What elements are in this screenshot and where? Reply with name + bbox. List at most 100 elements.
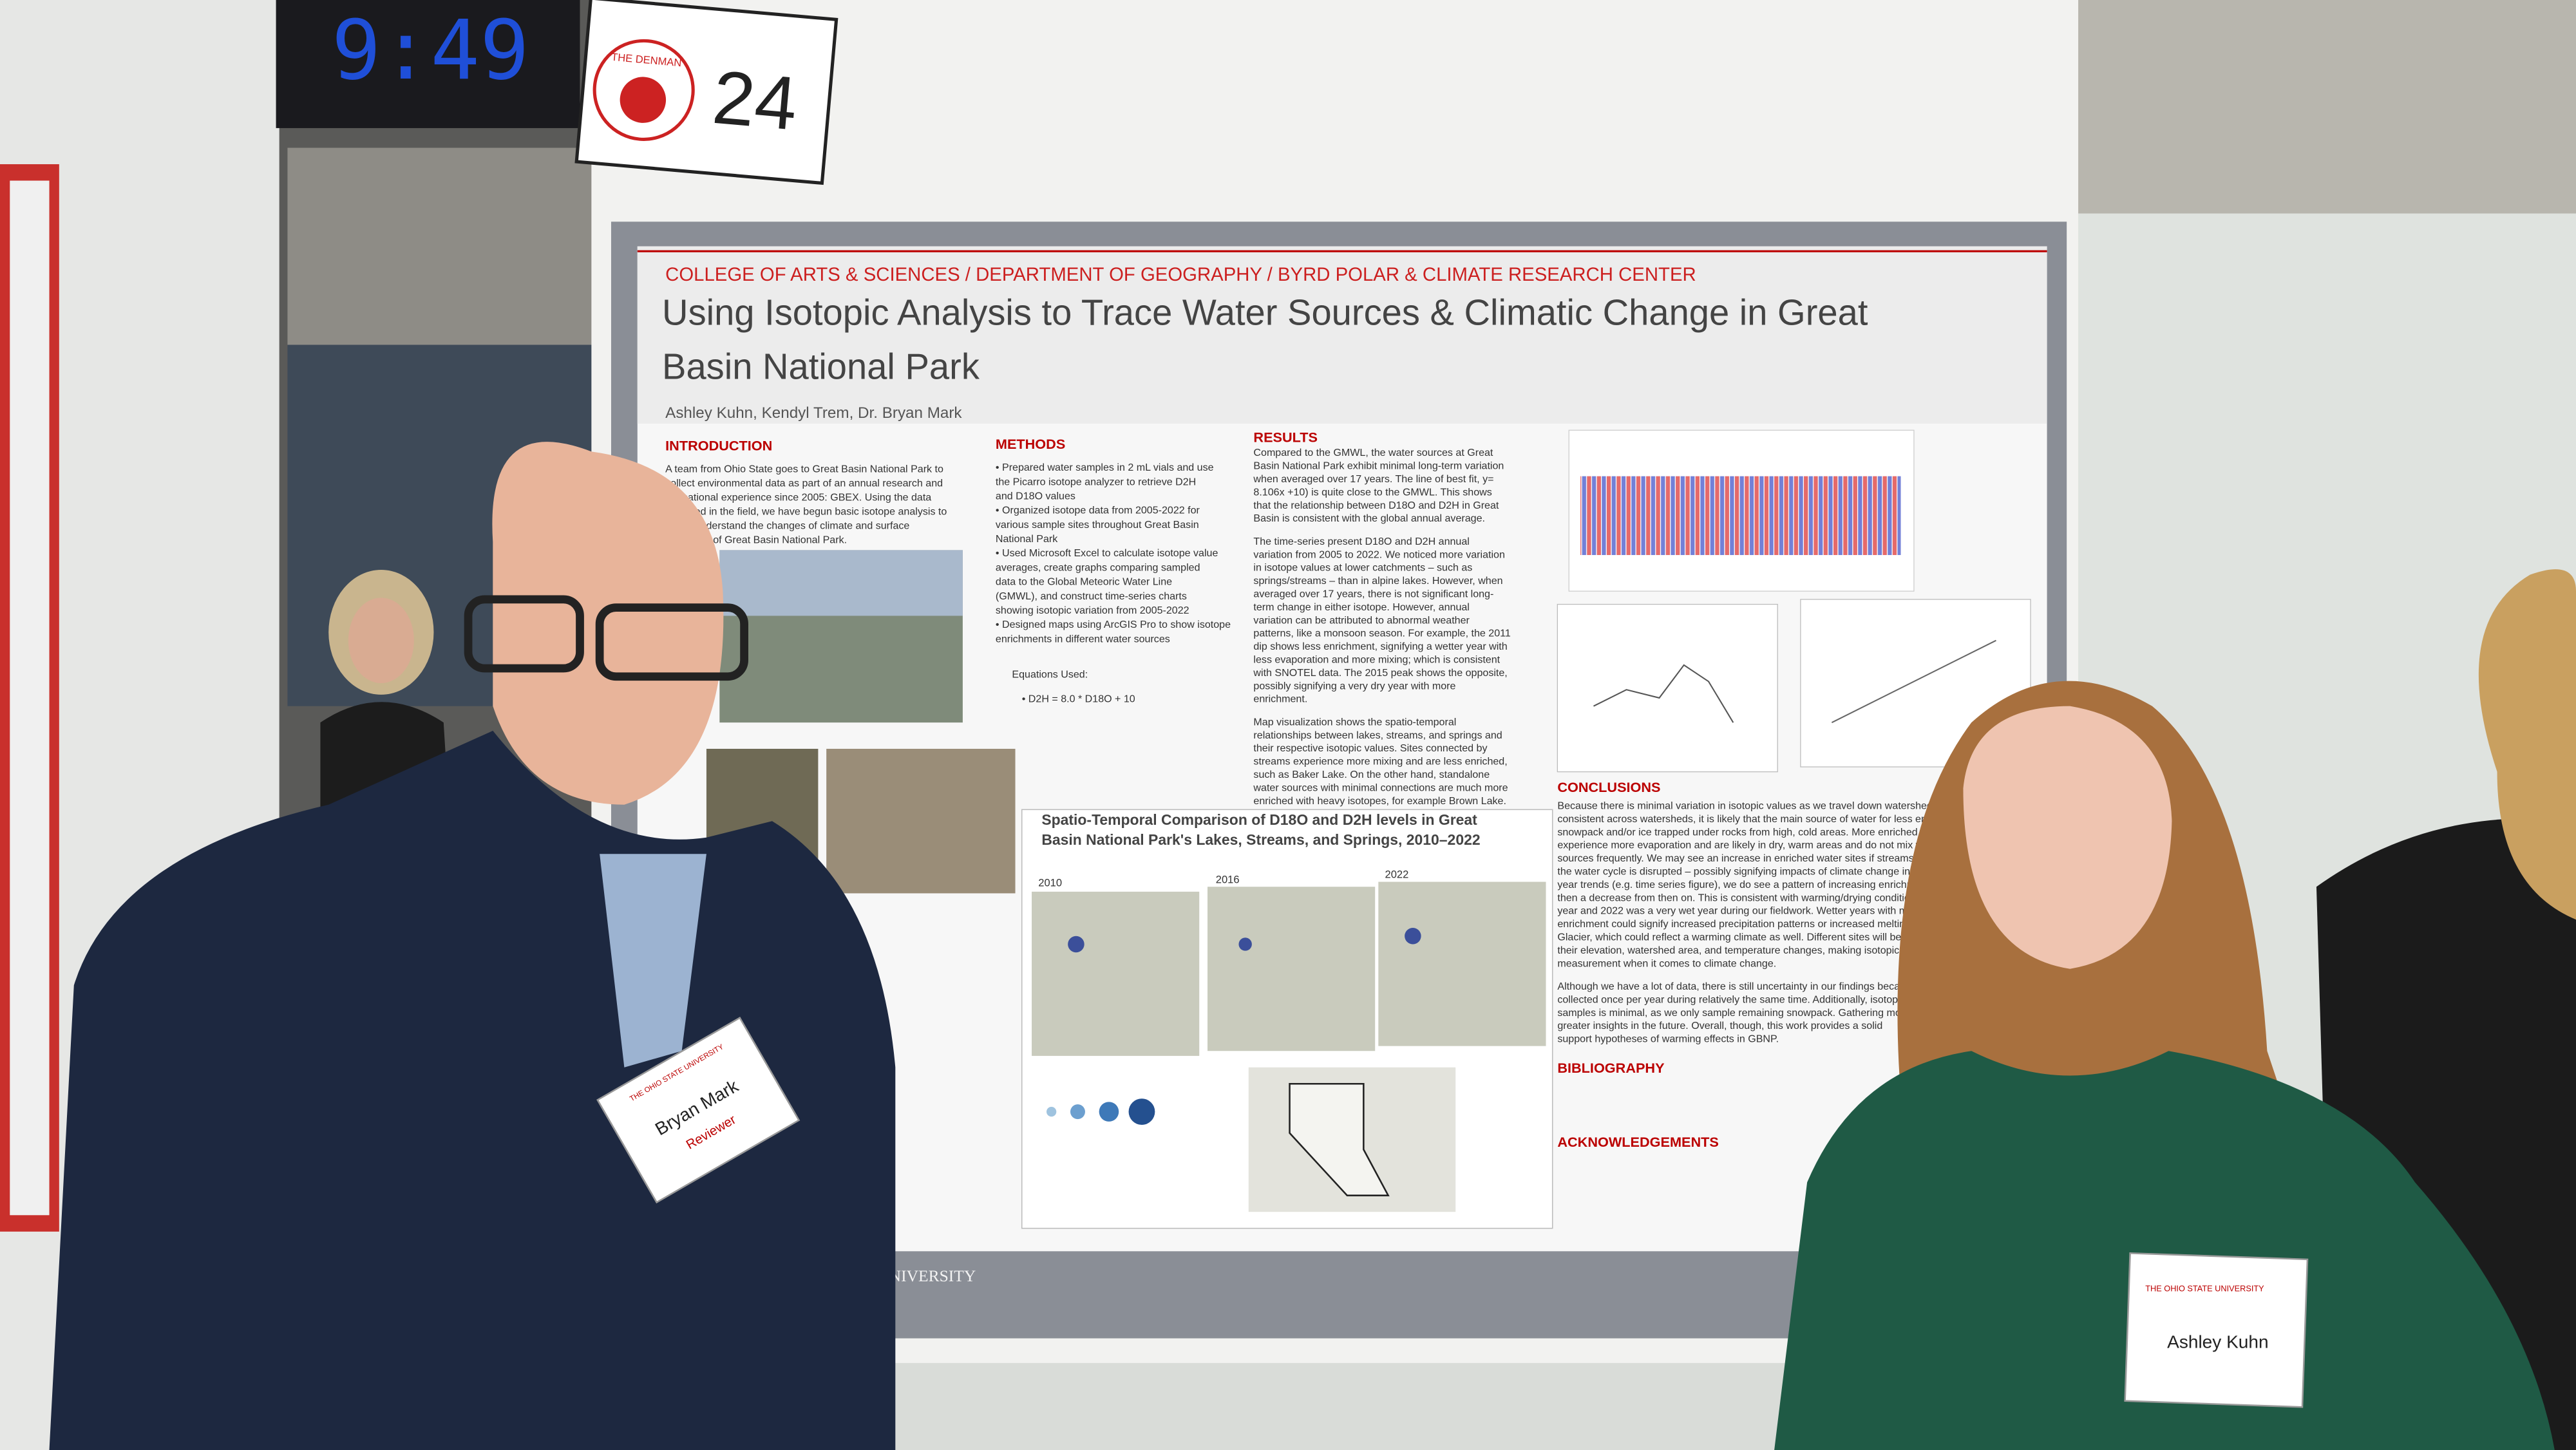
body-text: greater insights in the future. Overall,… — [1557, 1020, 1882, 1031]
body-text: various sample sites throughout Great Ba… — [996, 519, 1199, 531]
body-text: that the relationship between D18O and D… — [1253, 500, 1499, 511]
section-heading: CONCLUSIONS — [1557, 779, 1660, 795]
legend-circle — [1046, 1106, 1057, 1117]
body-text: samples is minimal, as we only sample re… — [1557, 1007, 1910, 1019]
poster-figure-line — [1593, 664, 1734, 723]
map-panel-title: Basin National Park's Lakes, Streams, an… — [1041, 831, 1480, 848]
body-text: snowpack and/or ice trapped under rocks … — [1557, 826, 1942, 838]
body-text: A team from Ohio State goes to Great Bas… — [665, 464, 943, 475]
body-text: support hypotheses of warming effects in… — [1557, 1033, 1779, 1045]
body-text: • Used Microsoft Excel to calculate isot… — [996, 547, 1218, 559]
body-text: Basin National Park exhibit minimal long… — [1253, 460, 1504, 472]
clock: 9:49 — [332, 3, 529, 99]
body-text: collected in the field, we have begun ba… — [665, 505, 947, 517]
body-text: enrichment. — [1253, 693, 1307, 705]
body-text: when averaged over 17 years. The line of… — [1253, 473, 1493, 485]
body-text: streams experience more mixing and are l… — [1253, 756, 1507, 767]
body-text: enrichment could signify increased preci… — [1557, 918, 1922, 930]
body-text: Glacier, which could reflect a warming c… — [1557, 932, 1940, 943]
body-text: the water cycle is disrupted – possibly … — [1557, 866, 1944, 878]
body-text: averages, create graphs comparing sample… — [996, 561, 1200, 573]
section-heading: METHODS — [996, 436, 1065, 452]
body-text: averaged over 17 years, there is not sig… — [1253, 588, 1493, 599]
legend-circle — [1128, 1098, 1155, 1125]
equation: • D2H = 8.0 * D18O + 10 — [1022, 693, 1135, 705]
body-text: better understand the changes of climate… — [665, 520, 909, 531]
map-year: 2022 — [1385, 869, 1409, 881]
body-text: sources frequently. We may see an increa… — [1557, 852, 1931, 864]
body-text: collected once per year during relativel… — [1557, 993, 1905, 1005]
poster-authors: Ashley Kuhn, Kendyl Trem, Dr. Bryan Mark — [665, 404, 962, 422]
name-tag-name: Ashley Kuhn — [2167, 1332, 2269, 1352]
body-text: showing isotopic variation from 2005-202… — [996, 605, 1189, 616]
body-text: their elevation, watershed area, and tem… — [1557, 945, 1939, 956]
poster-figure — [1557, 603, 1778, 773]
glasses — [464, 595, 584, 673]
map-site — [1238, 937, 1252, 951]
body-text: Compared to the GMWL, the water sources … — [1253, 447, 1493, 458]
sign-logo-lamp — [620, 77, 667, 123]
body-text: Basin is consistent with the global annu… — [1253, 513, 1485, 524]
body-text: patterns, like a monsoon season. For exa… — [1253, 628, 1510, 639]
body-text: The time-series present D18O and D2H ann… — [1253, 536, 1469, 547]
clock-panel — [276, 0, 580, 128]
body-text: term change in either isotope. However, … — [1253, 601, 1469, 613]
body-text: consistent across watersheds, it is like… — [1557, 813, 1955, 825]
body-text: water sources with minimal connections a… — [1253, 782, 1508, 793]
body-text: with SNOTEL data. The 2015 peak shows th… — [1253, 667, 1507, 679]
map — [1032, 891, 1200, 1056]
body-text: and D18O values — [996, 490, 1075, 502]
legend-circle — [1099, 1102, 1119, 1122]
body-text: the Picarro isotope analyzer to retrieve… — [996, 476, 1196, 487]
body-text: educational experience since 2005: GBEX.… — [665, 492, 931, 504]
person-face — [348, 598, 414, 683]
body-text: Because there is minimal variation in is… — [1557, 800, 1938, 811]
map-site — [1068, 936, 1084, 953]
body-text: in isotope values at lower catchments – … — [1253, 562, 1472, 574]
poster-title: Basin National Park — [662, 346, 980, 387]
body-text: enrichments in different water sources — [996, 633, 1170, 645]
legend-circle — [1070, 1104, 1085, 1120]
section-heading: INTRODUCTION — [665, 437, 772, 453]
glasses — [595, 603, 748, 681]
body-text: data to the Global Meteoric Water Line — [996, 576, 1172, 588]
poster-title: Using Isotopic Analysis to Trace Water S… — [662, 292, 1868, 333]
section-heading: RESULTS — [1253, 429, 1318, 446]
section-heading: BIBLIOGRAPHY — [1557, 1060, 1665, 1076]
equations-heading: Equations Used: — [1012, 668, 1088, 680]
person-face — [1963, 706, 2172, 969]
map-year: 2016 — [1216, 873, 1240, 885]
body-text: 8.106x +10) is quite close to the GMWL. … — [1253, 486, 1492, 498]
body-text: springs/streams – than in alpine lakes. … — [1253, 575, 1502, 587]
body-text: National Park — [996, 533, 1058, 545]
body-text: such as Baker Lake. On the other hand, s… — [1253, 769, 1490, 780]
map-site — [1405, 927, 1421, 945]
body-text: less evaporation and more mixing; which … — [1253, 654, 1500, 666]
body-text: variation from 2005 to 2022. We noticed … — [1253, 549, 1504, 560]
number-sign: THE DENMAN 24 — [574, 0, 838, 185]
person-face — [492, 442, 724, 805]
body-text: their respective isotopic values. Sites … — [1253, 742, 1487, 754]
poster-header: COLLEGE OF ARTS & SCIENCES / DEPARTMENT … — [665, 264, 1696, 285]
body-text: year and 2022 was a very wet year during… — [1557, 905, 1922, 917]
person-shirt — [600, 854, 706, 1068]
nevada-outline — [1289, 1082, 1390, 1196]
body-text: variation can be attributed to abnormal … — [1253, 614, 1470, 626]
map-panel-title: Spatio-Temporal Comparison of D18O and D… — [1041, 811, 1477, 828]
body-text: experience more evaporation and are like… — [1557, 840, 1934, 851]
poster-header-band — [637, 246, 2047, 424]
map — [1208, 887, 1376, 1051]
ceiling — [287, 147, 600, 345]
body-text: • Prepared water samples in 2 mL vials a… — [996, 462, 1214, 473]
map-year: 2010 — [1038, 876, 1062, 889]
red-board-inner — [10, 180, 50, 1216]
body-text: Although we have a lot of data, there is… — [1557, 981, 1917, 992]
map — [1378, 881, 1546, 1046]
person-hair — [2478, 569, 2576, 920]
sign-number: 24 — [710, 55, 800, 146]
body-text: (GMWL), and construct time-series charts — [996, 590, 1187, 602]
body-text: dip shows less enrichment, signifying a … — [1253, 641, 1507, 652]
body-text: year trends (e.g. time series figure), w… — [1557, 879, 1930, 890]
name-tag-card — [596, 1017, 800, 1204]
